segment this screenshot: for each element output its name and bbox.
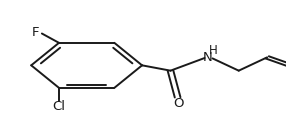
Text: F: F <box>32 26 39 39</box>
Text: H: H <box>209 44 218 57</box>
Text: N: N <box>203 51 212 64</box>
Text: Cl: Cl <box>53 100 65 113</box>
Text: O: O <box>173 98 184 110</box>
